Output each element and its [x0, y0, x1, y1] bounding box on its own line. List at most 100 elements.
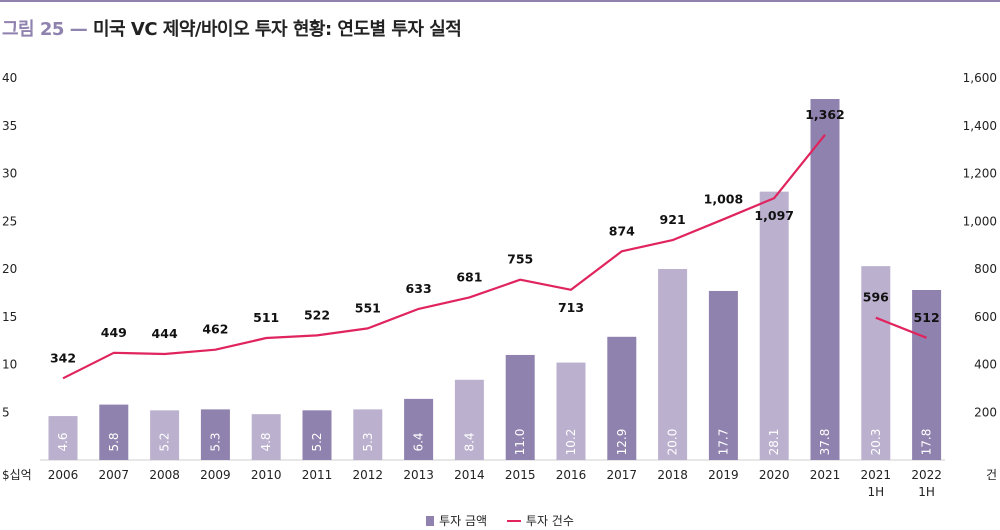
y-left-tick-label: 35 [2, 119, 17, 133]
bar [99, 404, 129, 460]
y-left-tick-label: 15 [2, 310, 17, 324]
top-rule [0, 0, 1000, 2]
bar-value-label: 5.3 [361, 432, 375, 451]
bar [48, 416, 78, 460]
x-tick-label: 2009 [200, 468, 231, 482]
bar [302, 410, 332, 460]
count-value-label: 449 [101, 325, 127, 340]
y-left-tick-label: 20 [2, 262, 17, 276]
y-right-unit-label: 건 [986, 468, 997, 482]
count-value-label: 512 [914, 310, 940, 325]
legend-line-label: 투자 건수 [525, 514, 574, 528]
x-tick-label: 2007 [99, 468, 130, 482]
bar [708, 290, 738, 460]
x-tick-label: 2018 [657, 468, 688, 482]
y-right-tick-label: 200 [974, 405, 997, 419]
y-right-tick-label: 1,400 [963, 119, 997, 133]
bar-value-label: 6.4 [412, 432, 426, 451]
x-tick-label: 2021 [810, 468, 841, 482]
y-left-tick-label: 25 [2, 214, 17, 228]
bar [658, 269, 688, 460]
y-right-tick-label: 1,000 [963, 214, 997, 228]
count-value-label: 874 [609, 223, 635, 238]
bar-value-label: 4.6 [56, 432, 70, 451]
count-value-label: 921 [660, 212, 686, 227]
bar-value-label: 4.8 [259, 432, 273, 451]
bar [454, 379, 484, 460]
x-tick-label: 2010 [251, 468, 282, 482]
y-left-unit-label: $십억 [2, 468, 32, 482]
count-value-label: 1,362 [805, 107, 845, 122]
bar-value-label: 5.2 [158, 432, 172, 451]
legend-line-swatch [506, 520, 521, 522]
chart-title: 그림 25 — 미국 VC 제약/바이오 투자 현황: 연도별 투자 실적 [2, 15, 462, 41]
bar-value-label: 5.2 [310, 432, 324, 451]
bar [251, 414, 281, 460]
bar [912, 290, 942, 460]
bar [556, 362, 586, 460]
count-value-label: 681 [456, 269, 482, 284]
count-value-label: 551 [355, 300, 381, 315]
bar [759, 191, 789, 460]
count-value-label: 596 [863, 290, 889, 305]
x-tick-label: 2019 [708, 468, 739, 482]
bar-value-label: 17.7 [716, 429, 730, 456]
count-value-label: 1,008 [704, 191, 744, 206]
bar-value-label: 11.0 [513, 429, 527, 456]
bar-value-label: 8.4 [462, 432, 476, 451]
bar [200, 409, 230, 460]
count-value-label: 713 [558, 300, 584, 315]
x-tick-label: 2011 [302, 468, 333, 482]
combo-chart: 5 10 15 20 25 30 35 40 200 400 600 800 1,000 1,200 1,4… [2, 71, 997, 499]
count-series-line [875, 316, 928, 339]
y-right-tick-label: 1,200 [963, 167, 997, 181]
x-tick-label: 2022 [911, 468, 942, 482]
x-tick-label: 2021 [861, 468, 892, 482]
bar [150, 410, 180, 460]
count-series-line [62, 134, 826, 380]
x-tick-label: 2015 [505, 468, 536, 482]
x-tick-label: 1H [867, 485, 884, 499]
title-text: 미국 VC 제약/바이오 투자 현황: 연도별 투자 실적 [93, 19, 462, 40]
bar-value-label: 20.0 [666, 429, 680, 456]
legend-bar-swatch [426, 516, 435, 526]
x-tick-label: 2020 [759, 468, 790, 482]
count-value-label: 522 [304, 307, 330, 322]
legend-item-count: 투자 건수 [506, 512, 574, 529]
y-right-tick-label: 800 [974, 262, 997, 276]
bar-value-label: 17.8 [920, 429, 934, 456]
legend: 투자 금액 투자 건수 [0, 512, 1000, 529]
count-value-label: 342 [50, 350, 76, 365]
count-value-label: 1,097 [754, 208, 794, 223]
count-value-label: 511 [253, 310, 279, 325]
y-left-tick-label: 10 [2, 358, 17, 372]
title-separator: — [69, 19, 88, 40]
y-right-tick-label: 400 [974, 358, 997, 372]
x-tick-label: 1H [918, 485, 935, 499]
bar [404, 398, 434, 460]
legend-bar-label: 투자 금액 [439, 514, 488, 528]
y-left-tick-label: 30 [2, 167, 17, 181]
x-tick-label: 2008 [149, 468, 180, 482]
x-tick-label: 2016 [556, 468, 587, 482]
bar-value-label: 5.8 [107, 432, 121, 451]
figure-label: 그림 25 [2, 19, 64, 40]
x-tick-label: 2006 [48, 468, 79, 482]
count-value-label: 633 [406, 281, 432, 296]
bar [607, 336, 637, 460]
bar-value-label: 10.2 [564, 429, 578, 456]
legend-item-amount: 투자 금액 [426, 512, 487, 529]
count-value-label: 755 [507, 252, 533, 267]
bar [353, 409, 383, 460]
x-tick-label: 2012 [353, 468, 384, 482]
x-tick-label: 2014 [454, 468, 485, 482]
y-left-tick-label: 5 [2, 405, 10, 419]
bar-value-label: 37.8 [818, 429, 832, 456]
x-tick-label: 2017 [607, 468, 638, 482]
bar-value-label: 28.1 [767, 429, 781, 456]
count-value-label: 444 [152, 326, 178, 341]
count-value-label: 462 [202, 322, 228, 337]
bar [861, 266, 891, 460]
bar-value-label: 5.3 [208, 432, 222, 451]
